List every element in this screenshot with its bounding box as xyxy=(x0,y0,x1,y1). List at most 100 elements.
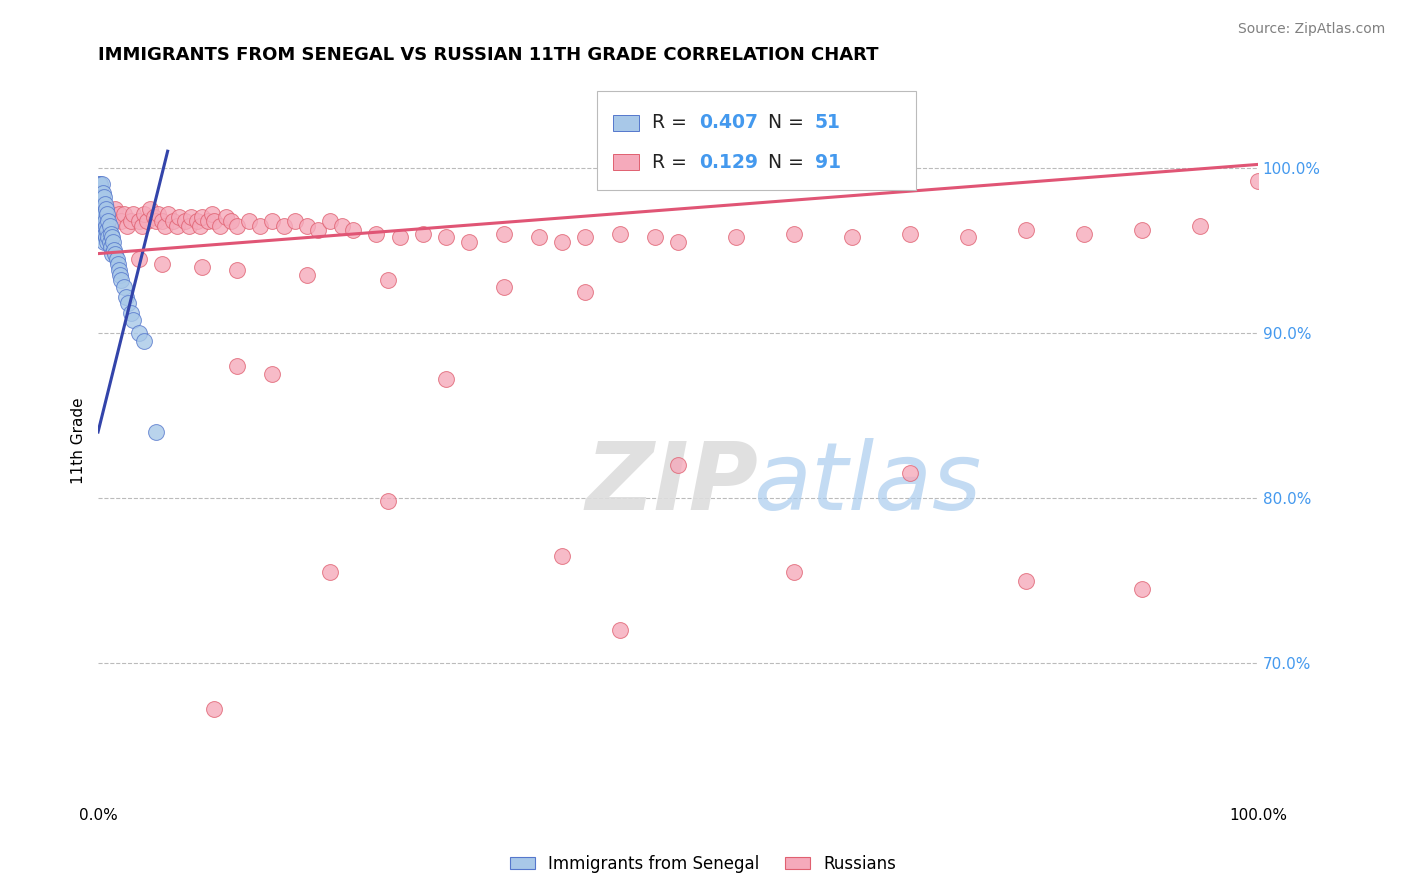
Point xyxy=(319,566,342,580)
Point xyxy=(97,230,120,244)
Point xyxy=(342,223,364,237)
Point xyxy=(93,219,115,233)
Point xyxy=(191,211,214,225)
Text: IMMIGRANTS FROM SENEGAL VS RUSSIAN 11TH GRADE CORRELATION CHART: IMMIGRANTS FROM SENEGAL VS RUSSIAN 11TH … xyxy=(98,46,879,64)
Point xyxy=(93,207,115,221)
Point xyxy=(186,213,208,227)
Text: N =: N = xyxy=(769,153,810,171)
Point xyxy=(96,202,118,216)
Point xyxy=(96,219,118,233)
Point xyxy=(260,367,283,381)
Point xyxy=(295,268,318,282)
Point xyxy=(1015,223,1038,237)
Point xyxy=(1188,219,1211,233)
Point xyxy=(94,227,117,241)
Point xyxy=(226,359,249,373)
Point xyxy=(412,227,434,241)
Point xyxy=(139,202,162,216)
Text: 51: 51 xyxy=(815,113,841,132)
Point xyxy=(162,213,184,227)
Point xyxy=(94,197,117,211)
Point xyxy=(783,227,806,241)
Point xyxy=(208,219,231,233)
Point xyxy=(101,235,124,249)
Point xyxy=(115,289,138,303)
Point xyxy=(91,202,114,216)
Point xyxy=(103,244,125,258)
Point xyxy=(201,207,224,221)
Point xyxy=(174,213,197,227)
Point xyxy=(458,235,481,249)
Text: R =: R = xyxy=(652,113,693,132)
Point xyxy=(188,219,211,233)
Point xyxy=(319,213,342,227)
Point xyxy=(330,219,353,233)
Text: R =: R = xyxy=(652,153,693,171)
Point xyxy=(121,312,143,326)
Point xyxy=(89,190,111,204)
Point xyxy=(98,235,121,249)
Point xyxy=(89,178,111,192)
Point xyxy=(1015,574,1038,588)
Point xyxy=(551,549,574,563)
Point xyxy=(96,223,118,237)
Point xyxy=(128,252,150,266)
Point xyxy=(117,296,139,310)
Point xyxy=(90,178,112,192)
Point xyxy=(155,219,177,233)
Point xyxy=(898,227,921,241)
Point xyxy=(90,219,112,233)
Legend: Immigrants from Senegal, Russians: Immigrants from Senegal, Russians xyxy=(503,848,903,880)
Text: Source: ZipAtlas.com: Source: ZipAtlas.com xyxy=(1237,22,1385,37)
Point xyxy=(156,207,179,221)
Point xyxy=(574,285,596,299)
Point xyxy=(101,230,124,244)
Point xyxy=(238,213,260,227)
Point xyxy=(108,207,131,221)
Text: ZIP: ZIP xyxy=(585,438,758,530)
Bar xyxy=(613,154,638,170)
Point xyxy=(551,235,574,249)
Point xyxy=(145,213,167,227)
Point xyxy=(115,219,138,233)
Point xyxy=(96,230,118,244)
Point xyxy=(150,213,173,227)
Bar xyxy=(613,115,638,131)
Point xyxy=(91,186,114,200)
Point xyxy=(783,566,806,580)
Point xyxy=(197,213,219,227)
Text: atlas: atlas xyxy=(754,438,981,529)
Point xyxy=(93,211,115,225)
Point xyxy=(96,235,118,249)
Point xyxy=(666,235,689,249)
Point xyxy=(120,306,142,320)
Bar xyxy=(596,91,915,189)
Point xyxy=(273,219,295,233)
Point xyxy=(110,273,132,287)
Point xyxy=(202,213,225,227)
Point xyxy=(96,202,118,216)
Point xyxy=(94,213,117,227)
Point xyxy=(574,230,596,244)
Point xyxy=(89,202,111,216)
Point xyxy=(167,211,190,225)
Point xyxy=(180,211,202,225)
Point xyxy=(108,263,131,277)
Point xyxy=(145,425,167,439)
Point xyxy=(104,202,127,216)
Point xyxy=(93,235,115,249)
Point xyxy=(221,213,243,227)
Point xyxy=(666,458,689,472)
Point xyxy=(120,213,142,227)
Point xyxy=(110,213,132,227)
Point xyxy=(956,230,979,244)
Point xyxy=(492,227,515,241)
Point xyxy=(724,230,747,244)
Point xyxy=(366,227,388,241)
Point xyxy=(98,219,121,233)
Point xyxy=(107,256,129,270)
Point xyxy=(100,240,122,254)
Point xyxy=(91,213,114,227)
Point xyxy=(295,219,318,233)
Point xyxy=(214,211,236,225)
